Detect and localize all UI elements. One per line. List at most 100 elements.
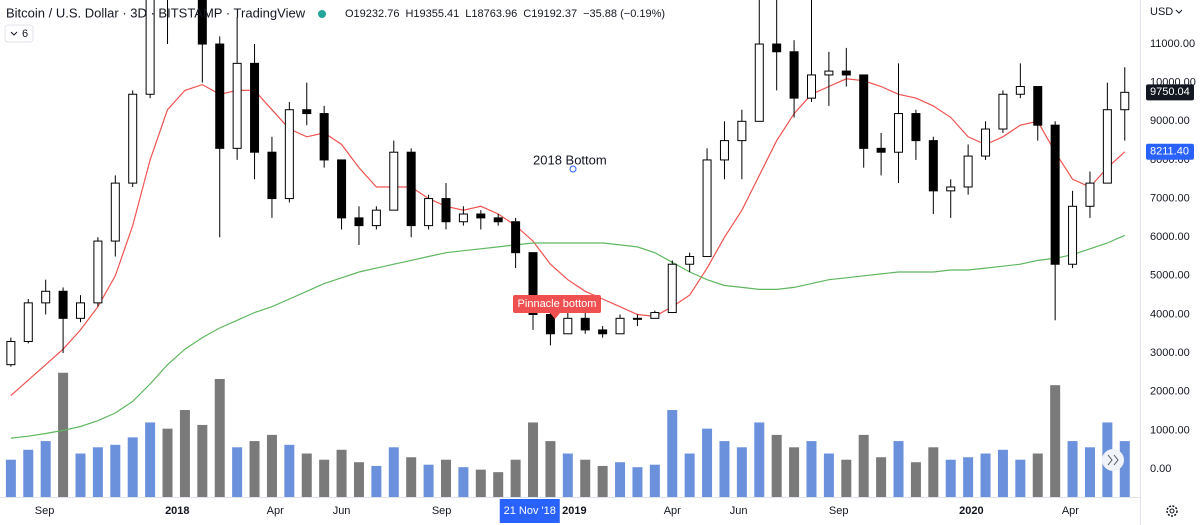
volume-bar — [1067, 441, 1078, 497]
volume-bar — [649, 464, 660, 497]
y-tick-label: 4000.00 — [1150, 308, 1190, 320]
y-tick-label: 1000.00 — [1150, 424, 1190, 436]
volume-bar — [632, 467, 643, 497]
candle-body — [93, 240, 103, 304]
volume-bar — [910, 462, 921, 497]
candle-body — [772, 43, 782, 53]
volume-bar — [615, 462, 626, 497]
x-tick-label: Apr — [664, 505, 681, 517]
volume-bar — [545, 441, 556, 497]
candle-body — [946, 186, 956, 192]
ohlc-value: L18763.96 — [465, 8, 517, 20]
plot-area — [5, 0, 1130, 497]
annotation-box — [513, 295, 601, 313]
candle-body — [197, 0, 207, 45]
candle-body — [267, 151, 277, 200]
candle-body — [250, 62, 260, 153]
volume-bar — [23, 449, 34, 497]
crosshair-label: 21 Nov '18 — [504, 505, 556, 517]
candle-body — [580, 317, 590, 331]
candle-body — [1033, 86, 1043, 126]
price-tag-label: 8211.40 — [1150, 146, 1189, 158]
volume-bar — [789, 447, 800, 497]
x-tick-label: Sep — [432, 505, 452, 517]
volume-bar — [754, 422, 765, 497]
candle-body — [75, 302, 85, 319]
settings-icon — [1169, 508, 1175, 514]
ohlc-value: C19192.37 — [523, 8, 577, 20]
volume-bar — [980, 453, 991, 497]
volume-bar — [423, 464, 434, 497]
y-tick-label: 0.00 — [1150, 463, 1171, 475]
volume-bar — [475, 469, 486, 497]
settings-icon[interactable] — [1166, 505, 1178, 517]
volume-bar — [110, 444, 121, 497]
volume-bar — [893, 441, 904, 497]
candle-body — [41, 290, 51, 304]
status-dot — [318, 10, 326, 18]
volume-bar — [1015, 459, 1026, 497]
candle-body — [528, 252, 538, 315]
candle-body — [598, 329, 608, 335]
candle-body — [441, 198, 451, 223]
volume-bar — [493, 472, 504, 497]
y-tick-label: 2000.00 — [1150, 386, 1190, 398]
candle-body — [789, 51, 799, 99]
candle-body — [476, 213, 486, 219]
volume-bar — [301, 453, 312, 497]
x-tick-label: 2018 — [165, 505, 189, 517]
volume-bar — [5, 459, 16, 497]
volume-bar — [597, 465, 608, 497]
x-tick-label: Apr — [1062, 505, 1079, 517]
volume-bar — [1050, 385, 1061, 497]
indicator-count: 6 — [22, 28, 28, 40]
y-tick-label: 3000.00 — [1150, 347, 1190, 359]
volume-bar — [702, 428, 713, 497]
candle-body — [354, 217, 364, 227]
volume-bar — [823, 453, 834, 497]
volume-bar — [945, 459, 956, 497]
candle-body — [6, 341, 16, 366]
volume-bar — [771, 434, 782, 497]
candle-body — [841, 70, 851, 76]
x-tick-label: Sep — [35, 505, 55, 517]
candle-body — [337, 159, 347, 219]
annotation-anchor — [569, 165, 577, 173]
volume-bar — [162, 428, 173, 497]
volume-bar — [232, 447, 243, 497]
volume-bar — [580, 459, 591, 497]
volume-bar — [684, 453, 695, 497]
candle-body — [1050, 124, 1060, 265]
candle-body — [702, 159, 712, 258]
candle-body — [998, 93, 1008, 130]
candle-body — [719, 140, 729, 161]
volume-bar — [127, 437, 138, 497]
candle-body — [650, 312, 660, 319]
volume-bar — [58, 372, 69, 497]
x-tick-label: Jun — [730, 505, 748, 517]
volume-bar — [75, 453, 86, 497]
candle-body — [928, 140, 938, 192]
candle-body — [58, 290, 68, 319]
volume-bar — [406, 457, 417, 497]
price-tag — [1146, 143, 1194, 160]
scroll-button[interactable] — [1102, 449, 1124, 471]
candle-body — [876, 147, 886, 153]
candle-body — [1120, 91, 1130, 111]
volume-bar — [388, 447, 399, 497]
indicator-toggle[interactable] — [4, 24, 34, 43]
candle-body — [563, 317, 573, 335]
candle-body — [232, 62, 242, 149]
candle-body — [23, 302, 33, 343]
candle-body — [128, 93, 138, 184]
currency-label[interactable]: USD — [1150, 6, 1173, 18]
volume-bar — [510, 459, 521, 497]
volume-bar — [667, 410, 678, 497]
volume-bar — [719, 441, 730, 497]
volume-bar — [963, 457, 974, 497]
candle-body — [737, 120, 747, 142]
volume-bar — [841, 459, 852, 497]
chevron-icon — [1175, 9, 1183, 14]
candle-body — [406, 151, 416, 227]
